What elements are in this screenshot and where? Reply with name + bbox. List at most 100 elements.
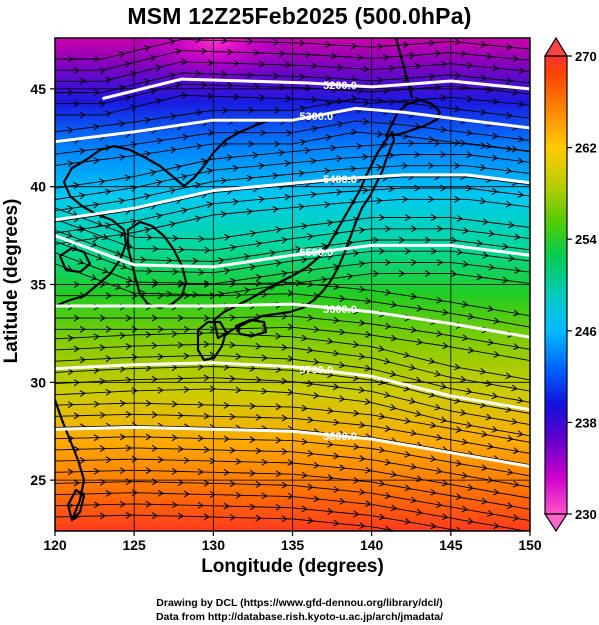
streamline-arrow	[491, 187, 499, 195]
streamline-arrow	[362, 187, 369, 195]
streamline-arrow	[388, 151, 395, 159]
streamline-arrow	[325, 100, 332, 108]
streamline-arrow	[409, 363, 416, 371]
streamline-arrow	[66, 231, 73, 239]
streamline-arrow	[119, 332, 126, 340]
streamline-arrow	[378, 378, 385, 386]
streamline-arrow	[144, 226, 151, 234]
streamline-arrow	[467, 517, 474, 525]
streamline-arrow	[353, 476, 360, 484]
streamline-arrow	[376, 43, 384, 51]
streamline	[55, 481, 530, 522]
streamline-arrow	[436, 258, 444, 266]
streamline-arrow	[275, 366, 282, 373]
streamline-arrow	[255, 447, 262, 455]
streamline-arrow	[485, 142, 493, 150]
streamline-arrow	[436, 330, 443, 337]
streamline-arrow	[307, 416, 314, 424]
streamline-arrow	[232, 198, 240, 206]
streamline-arrow	[313, 495, 320, 503]
streamline-arrow	[209, 292, 216, 300]
streamline-arrow	[442, 342, 449, 350]
streamline-arrow	[177, 375, 184, 383]
streamline-arrow	[275, 403, 282, 411]
streamline-arrow	[301, 471, 308, 479]
streamline-arrow	[310, 157, 317, 165]
streamline-arrow	[307, 266, 314, 274]
streamline	[55, 469, 530, 510]
streamline-arrow	[384, 458, 392, 466]
streamline-arrow	[223, 267, 231, 275]
streamline-arrow	[454, 397, 461, 404]
streamline-arrow	[362, 153, 369, 161]
streamline-arrow	[157, 489, 164, 497]
streamline-arrow	[275, 226, 282, 234]
streamline-arrow	[125, 511, 132, 519]
streamline-arrow	[125, 478, 132, 486]
streamline	[55, 413, 530, 454]
colorbar-tick-label: 270	[575, 49, 597, 64]
streamline-arrow	[269, 249, 276, 257]
streamline-arrow	[177, 512, 184, 520]
streamline-arrow	[428, 39, 436, 47]
streamline-arrow	[428, 162, 435, 170]
streamline-arrow	[402, 195, 409, 203]
streamline-arrow	[403, 384, 411, 392]
streamline-arrow	[105, 77, 112, 84]
streamline-arrow	[336, 155, 343, 163]
streamline-arrow	[502, 276, 509, 284]
streamline-arrow	[229, 314, 236, 322]
chart-title: MSM 12Z25Feb2025 (500.0hPa)	[127, 3, 472, 29]
contour-5500.0	[55, 234, 530, 269]
streamline-arrow	[476, 239, 483, 247]
streamline-arrow	[450, 236, 458, 244]
streamline-arrow	[299, 39, 306, 47]
streamline-arrow	[404, 214, 412, 222]
streamline-arrow	[259, 60, 266, 68]
streamline-arrow	[204, 246, 211, 254]
streamline-arrow	[198, 235, 205, 243]
streamline-arrow	[235, 291, 242, 299]
contour-5800.0	[55, 425, 530, 468]
streamline-arrow	[249, 469, 256, 477]
streamline-arrow	[197, 434, 204, 442]
streamline	[55, 131, 530, 166]
streamline-arrow	[130, 185, 138, 192]
streamline-arrow	[93, 501, 100, 509]
streamline-arrow	[493, 351, 500, 358]
streamline-arrow	[143, 45, 151, 52]
streamline-arrow	[287, 323, 294, 331]
streamline-arrow	[311, 96, 318, 103]
streamline-arrow	[507, 536, 513, 543]
streamline-arrow	[326, 253, 334, 260]
streamline-arrow	[144, 193, 151, 200]
streamline-arrow	[339, 497, 346, 505]
streamline-arrow	[203, 446, 210, 454]
streamline-arrow	[372, 270, 380, 278]
streamline-arrow	[171, 501, 178, 509]
streamline-arrow	[429, 522, 437, 530]
coastline-sakhalin	[394, 38, 414, 99]
streamline-arrow	[286, 129, 293, 137]
coastline-kyushu	[196, 320, 228, 362]
streamline-arrow	[482, 218, 489, 226]
streamline-arrow	[459, 409, 467, 417]
streamline-arrow	[409, 397, 416, 405]
streamline-arrow	[178, 279, 185, 287]
streamline-arrow	[223, 469, 230, 476]
streamline-arrow	[382, 54, 390, 61]
streamline-arrow	[120, 262, 128, 270]
streamline-arrow	[178, 246, 185, 254]
streamline-arrow	[119, 500, 126, 508]
streamline-arrow	[434, 139, 441, 147]
streamline-arrow	[151, 281, 158, 288]
streamline-arrow	[246, 174, 253, 182]
streamline-arrow	[485, 380, 493, 387]
streamline-arrow	[486, 52, 493, 60]
streamline-arrow	[203, 314, 210, 322]
streamline-arrow	[252, 151, 259, 159]
x-axis-label: Longitude (degrees)	[201, 556, 384, 577]
streamline-arrow	[157, 292, 164, 300]
streamline-arrow	[198, 268, 205, 276]
